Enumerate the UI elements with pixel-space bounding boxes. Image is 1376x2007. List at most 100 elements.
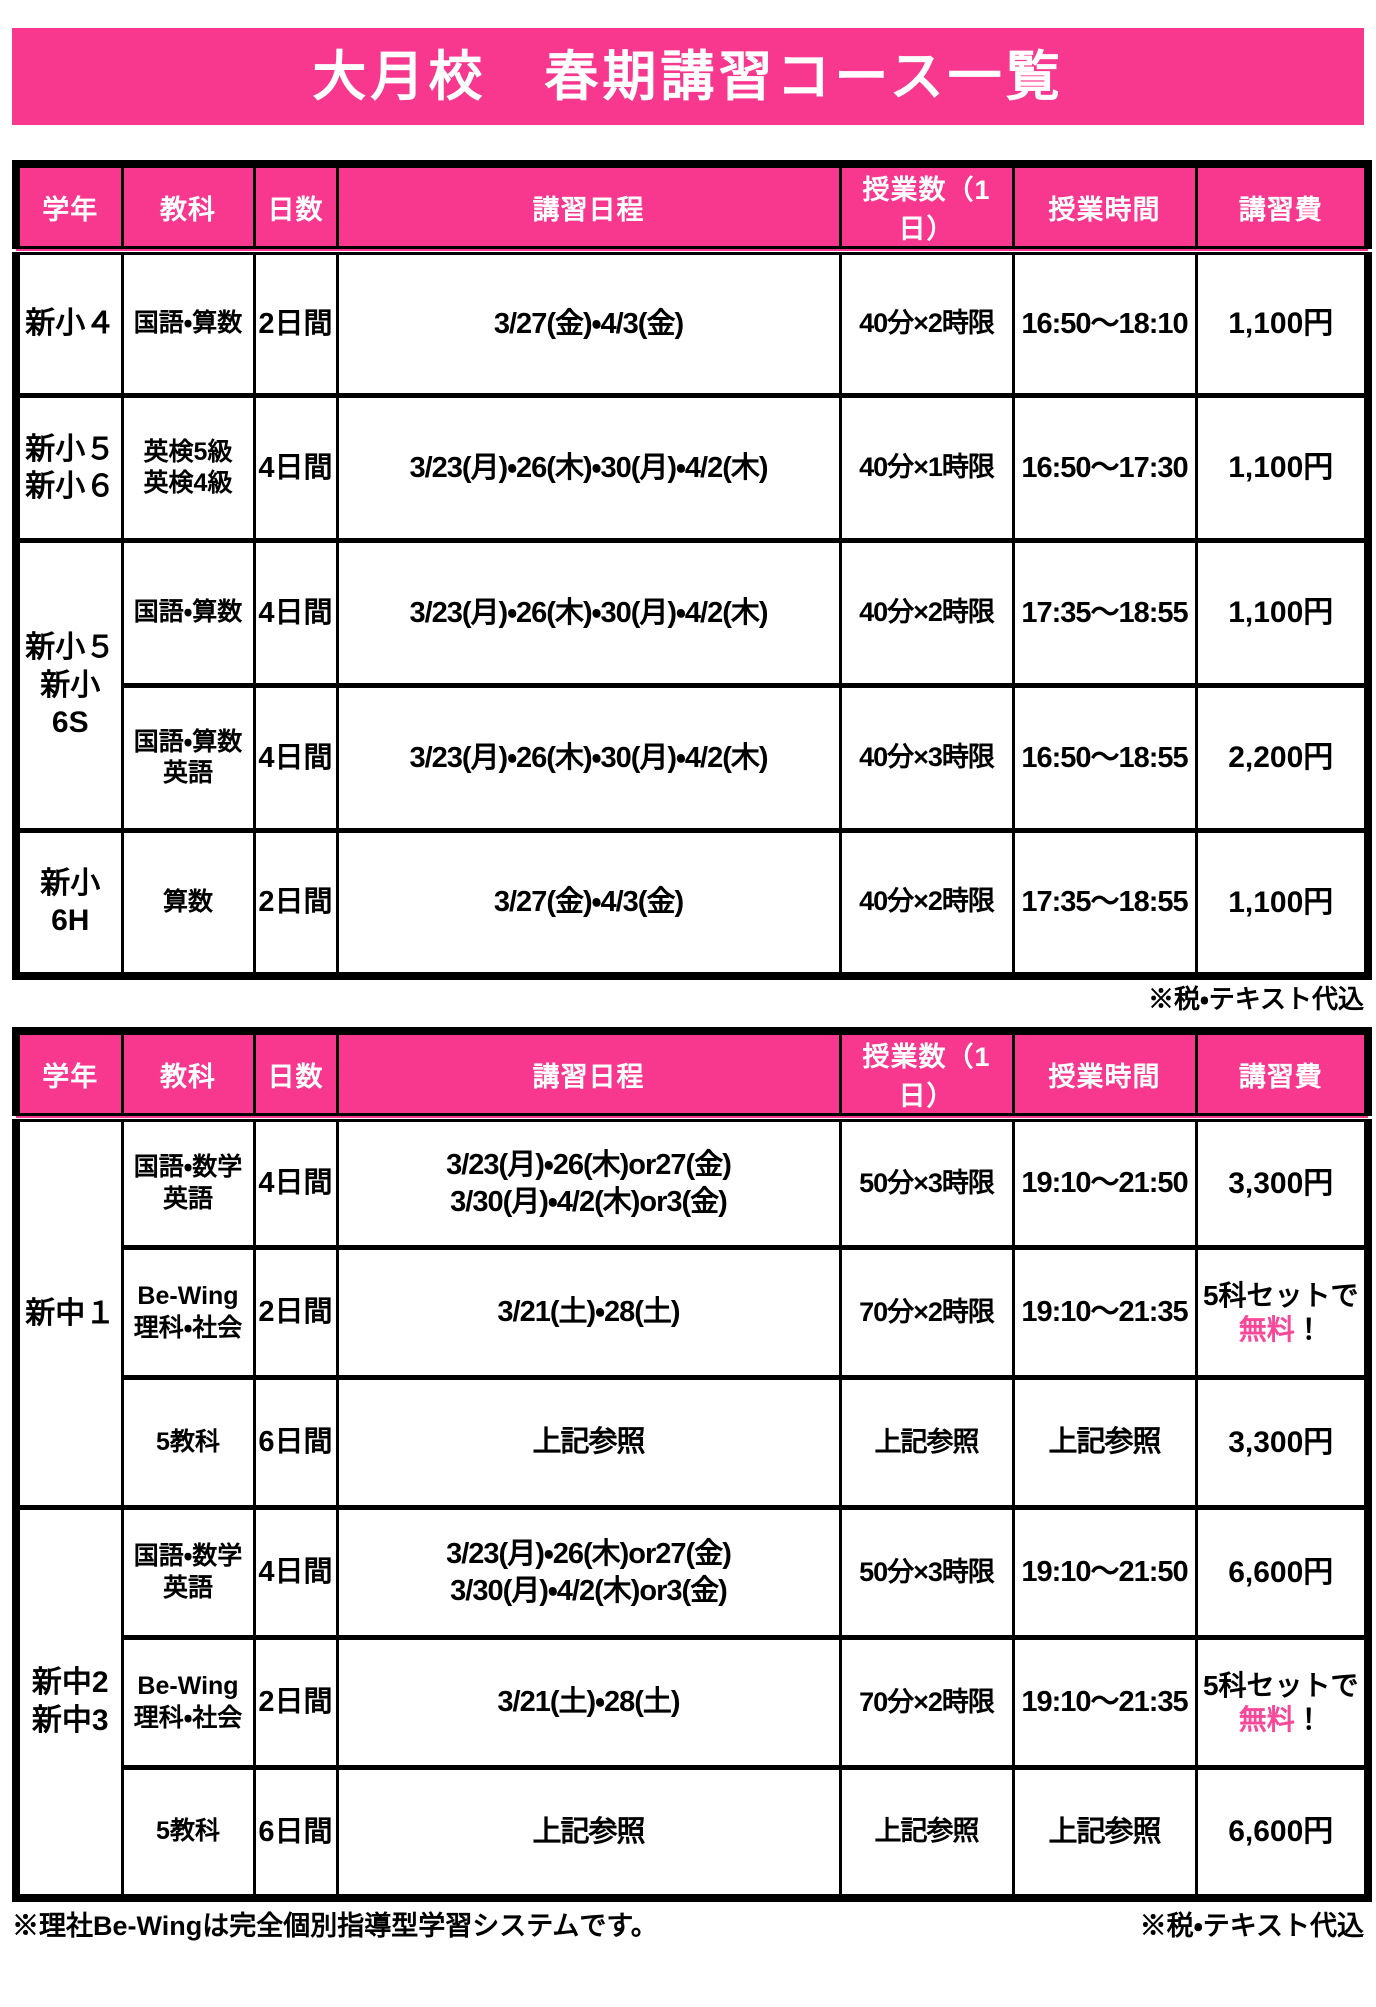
- cell-subject: 英検5級 英検4級: [120, 393, 256, 543]
- cell-lessons: 50分×3時限: [838, 1505, 1015, 1641]
- cell-time: 16:50～18:55: [1011, 683, 1198, 833]
- cell-lessons: 70分×2時限: [838, 1245, 1015, 1381]
- cell-days: 4日間: [252, 1115, 339, 1251]
- tax-note-top: ※税・テキスト代込: [1147, 983, 1364, 1014]
- cell-fee: 6,600円: [1194, 1505, 1370, 1641]
- cell-grade: 新小５ 新小６: [14, 393, 124, 543]
- cell-lessons: 上記参照: [838, 1375, 1015, 1511]
- cell-subject: Be-Wing 理科・社会: [120, 1245, 256, 1381]
- cell-grade: 新中2 新中3: [14, 1505, 124, 1901]
- cell-time: 16:50～17:30: [1011, 393, 1198, 543]
- cell-grade: 新小５ 新小6S: [14, 538, 124, 833]
- table-row: Be-Wing 理科・社会 2日間 3/21(土)・28(土) 70分×2時限 …: [16, 1245, 1370, 1381]
- col-header-schedule: 講習日程: [335, 1029, 842, 1123]
- col-header-fee: 講習費: [1194, 162, 1370, 255]
- cell-fee: 1,100円: [1194, 538, 1370, 688]
- cell-lessons: 40分×1時限: [838, 393, 1015, 543]
- cell-schedule: 3/23(月)・26(木)・30(月)・4/2(木): [335, 538, 842, 688]
- cell-schedule: 3/27(金)・4/3(金): [335, 248, 842, 398]
- table1-header: 学年 教科 日数 講習日程 授業数（1日） 授業時間 講習費: [14, 162, 1370, 255]
- cell-lessons: 50分×3時限: [838, 1115, 1015, 1251]
- cell-fee: 1,100円: [1194, 248, 1370, 398]
- cell-grade: 新小４: [14, 248, 124, 398]
- cell-subject: 国語・数学 英語: [120, 1505, 256, 1641]
- cell-time: 上記参照: [1011, 1375, 1198, 1511]
- table-row: Be-Wing 理科・社会 2日間 3/21(土)・28(土) 70分×2時限 …: [16, 1635, 1370, 1771]
- cell-time: 17:35～18:55: [1011, 828, 1198, 978]
- cell-schedule: 3/21(土)・28(土): [335, 1635, 842, 1771]
- col-header-subject: 教科: [120, 162, 256, 255]
- fee-set-prefix: 5科セットで: [1202, 1670, 1359, 1701]
- col-header-grade: 学年: [14, 162, 124, 255]
- cell-fee: 6,600円: [1194, 1765, 1370, 1901]
- cell-subject: 国語・算数: [120, 248, 256, 398]
- cell-fee: 2,200円: [1194, 683, 1370, 833]
- table-row: 新小５ 新小６ 英検5級 英検4級 4日間 3/23(月)・26(木)・30(月…: [14, 393, 1370, 543]
- col-header-fee: 講習費: [1194, 1029, 1370, 1123]
- cell-lessons: 40分×2時限: [838, 248, 1015, 398]
- table-row: 新中2 新中3 国語・数学 英語 4日間 3/23(月)・26(木)or27(金…: [14, 1505, 1370, 1901]
- cell-subject: 算数: [120, 828, 256, 978]
- table-row: 新中１ 国語・数学 英語 4日間 3/23(月)・26(木)or27(金) 3/…: [14, 1115, 1370, 1511]
- col-header-days: 日数: [252, 162, 339, 255]
- cell-subject: 国語・算数 英語: [120, 683, 256, 833]
- table-row: 国語・算数 英語 4日間 3/23(月)・26(木)・30(月)・4/2(木) …: [16, 683, 1370, 833]
- cell-time: 上記参照: [1011, 1765, 1198, 1901]
- cell-days: 4日間: [252, 683, 339, 833]
- col-header-time: 授業時間: [1011, 1029, 1198, 1123]
- table-row: 新小４ 国語・算数 2日間 3/27(金)・4/3(金) 40分×2時限 16:…: [14, 248, 1370, 398]
- page-title-banner: 大月校 春期講習コース一覧: [12, 28, 1364, 125]
- cell-subject: 国語・算数: [120, 538, 256, 688]
- col-header-days: 日数: [252, 1029, 339, 1123]
- fee-free-highlight: 無料: [1238, 1313, 1295, 1345]
- footer-notes: ※理社Be-Wingは完全個別指導型学習システムです。 ※税・テキスト代込: [12, 1910, 1364, 1942]
- cell-subject: 5教科: [120, 1765, 256, 1901]
- col-header-grade: 学年: [14, 1029, 124, 1123]
- cell-days: 2日間: [252, 828, 339, 978]
- cell-lessons: 40分×2時限: [838, 828, 1015, 978]
- header-row: 学年 教科 日数 講習日程 授業数（1日） 授業時間 講習費: [14, 162, 1370, 255]
- cell-schedule: 3/27(金)・4/3(金): [335, 828, 842, 978]
- cell-days: 4日間: [252, 538, 339, 688]
- cell-fee-set: 5科セットで 無料！: [1194, 1635, 1370, 1771]
- cell-lessons: 40分×2時限: [838, 538, 1015, 688]
- cell-schedule: 3/23(月)・26(木)or27(金) 3/30(月)・4/2(木)or3(金…: [335, 1505, 842, 1641]
- cell-days: 6日間: [252, 1375, 339, 1511]
- cell-fee: 3,300円: [1194, 1115, 1370, 1251]
- cell-days: 4日間: [252, 393, 339, 543]
- course-table-elementary: 学年 教科 日数 講習日程 授業数（1日） 授業時間 講習費 新小４ 国語・算数…: [12, 160, 1372, 980]
- cell-time: 19:10～21:50: [1011, 1115, 1198, 1251]
- fee-set-suffix: ！: [1294, 1313, 1323, 1345]
- cell-lessons: 上記参照: [838, 1765, 1015, 1901]
- cell-schedule: 上記参照: [335, 1765, 842, 1901]
- cell-subject: 5教科: [120, 1375, 256, 1511]
- page-title: 大月校 春期講習コース一覧: [312, 46, 1064, 107]
- cell-schedule: 3/23(月)・26(木)or27(金) 3/30(月)・4/2(木)or3(金…: [335, 1115, 842, 1251]
- cell-grade: 新小6H: [14, 828, 124, 978]
- cell-subject: Be-Wing 理科・社会: [120, 1635, 256, 1771]
- cell-subject: 国語・数学 英語: [120, 1115, 256, 1251]
- cell-days: 2日間: [252, 248, 339, 398]
- cell-fee: 1,100円: [1194, 393, 1370, 543]
- cell-schedule: 上記参照: [335, 1375, 842, 1511]
- course-table-junior-high: 学年 教科 日数 講習日程 授業数（1日） 授業時間 講習費 新中１ 国語・数学…: [12, 1027, 1372, 1902]
- cell-schedule: 3/23(月)・26(木)・30(月)・4/2(木): [335, 683, 842, 833]
- cell-grade: 新中１: [14, 1115, 124, 1511]
- header-row: 学年 教科 日数 講習日程 授業数（1日） 授業時間 講習費: [14, 1029, 1370, 1123]
- cell-fee-set: 5科セットで 無料！: [1194, 1245, 1370, 1381]
- cell-schedule: 3/23(月)・26(木)・30(月)・4/2(木): [335, 393, 842, 543]
- cell-fee: 1,100円: [1194, 828, 1370, 978]
- cell-time: 16:50～18:10: [1011, 248, 1198, 398]
- cell-days: 6日間: [252, 1765, 339, 1901]
- cell-time: 19:10～21:50: [1011, 1505, 1198, 1641]
- cell-time: 19:10～21:35: [1011, 1245, 1198, 1381]
- cell-lessons: 40分×3時限: [838, 683, 1015, 833]
- cell-days: 2日間: [252, 1635, 339, 1771]
- col-header-time: 授業時間: [1011, 162, 1198, 255]
- table-row: 新小５ 新小6S 国語・算数 4日間 3/23(月)・26(木)・30(月)・4…: [14, 538, 1370, 833]
- fee-free-highlight: 無料: [1238, 1703, 1295, 1735]
- cell-days: 4日間: [252, 1505, 339, 1641]
- fee-set-suffix: ！: [1294, 1703, 1323, 1735]
- cell-time: 19:10～21:35: [1011, 1635, 1198, 1771]
